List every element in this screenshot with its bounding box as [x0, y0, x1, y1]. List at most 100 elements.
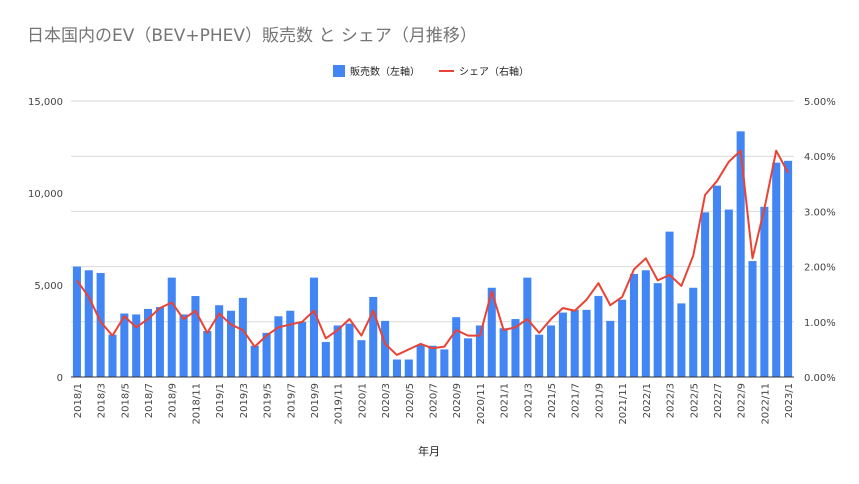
bar — [274, 316, 283, 377]
bar — [701, 212, 710, 377]
x-tick-label: 2019/5 — [263, 383, 274, 418]
bar — [191, 296, 200, 377]
right-y-tick-label: 4.00% — [804, 152, 836, 163]
x-tick-label: 2018/5 — [120, 383, 131, 418]
x-tick-label: 2020/5 — [405, 383, 416, 418]
bar — [321, 342, 330, 377]
bar — [629, 273, 639, 377]
bar — [641, 270, 650, 377]
bar — [570, 309, 579, 377]
right-y-tick-label: 0.00% — [804, 373, 836, 384]
x-tick-label: 2020/9 — [452, 383, 463, 418]
x-tick-label: 2021/9 — [594, 383, 605, 418]
x-tick-label: 2018/3 — [97, 383, 108, 418]
left-y-tick-label: 10,000 — [28, 189, 63, 200]
bar — [487, 287, 496, 377]
bar — [84, 270, 93, 377]
bar — [262, 332, 271, 377]
x-tick-label: 2022/9 — [737, 383, 748, 418]
bar — [546, 325, 556, 377]
bar — [760, 206, 769, 377]
bar — [653, 283, 662, 377]
bar — [772, 162, 781, 377]
bar — [677, 303, 686, 377]
bar — [736, 131, 745, 377]
legend-label-sales: 販売数（左軸） — [350, 65, 420, 78]
bar — [428, 345, 437, 377]
right-y-tick-label: 5.00% — [804, 97, 836, 108]
share-line — [76, 149, 789, 356]
bar-series-sales — [72, 131, 793, 377]
bar — [440, 349, 449, 377]
x-tick-label: 2022/11 — [760, 383, 771, 425]
bar — [784, 160, 793, 377]
legend-label-share: シェア（右軸） — [459, 65, 529, 78]
bar — [120, 313, 129, 377]
line-series-share — [76, 149, 789, 356]
x-tick-label: 2021/7 — [571, 383, 582, 418]
bar — [511, 319, 520, 377]
bar — [286, 310, 295, 377]
x-tick-label: 2020/11 — [476, 383, 487, 425]
bar — [712, 185, 721, 377]
bar — [558, 312, 567, 377]
grid — [71, 100, 794, 323]
bar — [72, 266, 81, 377]
x-tick-label: 2020/3 — [381, 383, 392, 418]
chart-title: 日本国内のEV（BEV+PHEV）販売数 と シェア（月推移） — [27, 26, 477, 46]
right-y-axis: 0.00% 1.00% 2.00% 3.00% 4.00% 5.00% — [804, 97, 836, 384]
x-tick-label: 2021/3 — [523, 383, 534, 418]
left-y-tick-label: 15,000 — [28, 97, 63, 108]
x-tick-label: 2020/1 — [357, 383, 368, 418]
left-y-tick-label: 5,000 — [34, 281, 63, 292]
x-tick-label: 2018/9 — [168, 383, 179, 418]
right-y-tick-label: 2.00% — [804, 263, 836, 274]
legend-swatch-sales — [333, 65, 345, 77]
bar — [96, 273, 105, 377]
x-tick-label: 2021/11 — [618, 383, 629, 425]
bar — [238, 297, 247, 377]
x-tick-label: 2018/7 — [144, 383, 155, 418]
bar — [452, 317, 461, 377]
bar — [523, 277, 532, 377]
right-y-tick-label: 3.00% — [804, 207, 836, 218]
x-tick-label: 2021/5 — [547, 383, 558, 418]
bar — [167, 277, 176, 377]
bar — [392, 359, 401, 377]
bar — [132, 314, 141, 377]
bar — [298, 321, 307, 377]
bar — [333, 325, 342, 377]
bar — [724, 209, 733, 377]
x-tick-label: 2019/11 — [334, 383, 345, 425]
bar — [381, 320, 390, 377]
x-axis-title: 年月 — [418, 444, 440, 458]
bar — [594, 296, 603, 377]
bar — [464, 338, 473, 377]
bar — [144, 308, 153, 377]
bar — [416, 344, 425, 377]
bar — [345, 323, 354, 377]
bar — [404, 359, 413, 377]
x-tick-label: 2020/7 — [429, 383, 440, 418]
x-tick-label: 2023/1 — [784, 383, 795, 418]
bar — [369, 296, 378, 377]
bar — [689, 287, 698, 377]
x-tick-label: 2022/1 — [642, 383, 653, 418]
bar — [535, 334, 544, 377]
bar — [357, 340, 366, 377]
right-y-tick-label: 1.00% — [804, 318, 836, 329]
bar — [179, 314, 188, 377]
legend: 販売数（左軸） シェア（右軸） — [333, 65, 529, 78]
bar — [618, 299, 627, 377]
bar — [250, 345, 259, 377]
bar — [606, 320, 615, 377]
bar — [155, 307, 164, 377]
left-y-axis: 0 5,000 10,000 15,000 — [28, 97, 63, 384]
bar — [226, 310, 236, 377]
x-tick-label: 2019/7 — [286, 383, 297, 418]
x-tick-label: 2021/1 — [500, 383, 511, 418]
left-y-tick-label: 0 — [57, 373, 63, 384]
bar — [309, 277, 319, 377]
x-tick-label: 2022/3 — [666, 383, 677, 418]
bar — [475, 325, 484, 377]
